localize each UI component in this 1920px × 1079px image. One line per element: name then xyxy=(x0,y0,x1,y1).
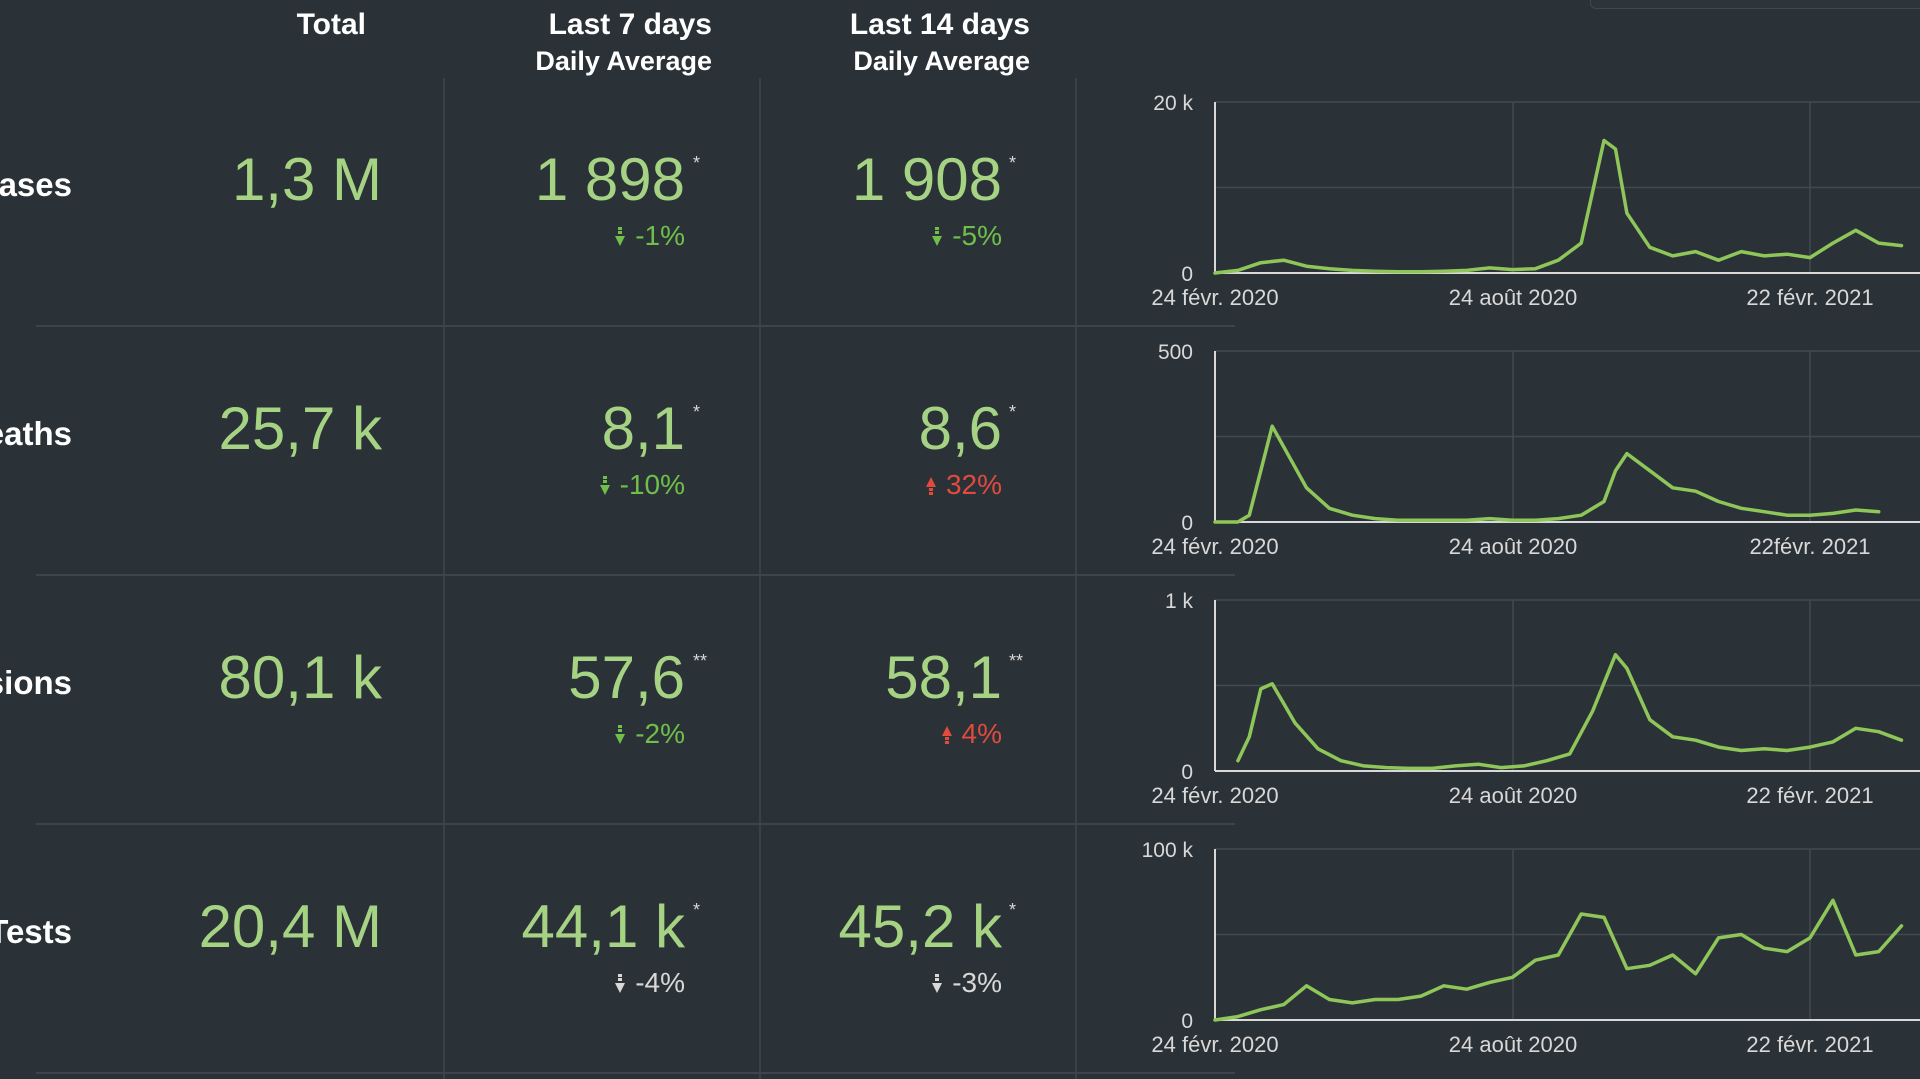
y-tick-label: 0 xyxy=(1181,263,1193,286)
change7-text: -4% xyxy=(635,967,685,998)
admissions-trend-chart: 0 1 k 24 févr. 2020 24 août 2020 22 févr. 20… xyxy=(1151,590,1920,808)
total-value-admissions: 80,1 k xyxy=(218,644,382,711)
arrow-down-icon xyxy=(932,227,943,246)
arrow-down-icon xyxy=(615,974,626,993)
x-tick-label: 24 août 2020 xyxy=(1449,1032,1577,1057)
header-last7: Last 7 days Daily Average xyxy=(470,6,712,78)
change7-deaths: -10% xyxy=(500,469,685,501)
x-tick-label: 24 août 2020 xyxy=(1449,534,1577,559)
y-tick-label: 0 xyxy=(1181,512,1193,535)
x-tick-label: 22févr. 2021 xyxy=(1749,534,1870,559)
y-tick-label: 100 k xyxy=(1142,839,1194,862)
arrow-down-icon xyxy=(932,974,943,993)
series-line xyxy=(1236,652,1904,771)
row-label-tests: Tests xyxy=(0,913,72,950)
series-line xyxy=(1213,424,1881,524)
change14-tests: -3% xyxy=(840,967,1002,999)
avg14-value-cases: 1 908 xyxy=(851,146,1002,213)
x-tick-label: 24 févr. 2020 xyxy=(1151,534,1278,559)
y-tick-label: 20 k xyxy=(1153,92,1193,115)
total-value-cases: 1,3 M xyxy=(231,146,382,213)
avg14-footnote-mark: * xyxy=(1009,900,1017,920)
avg7-footnote-mark: * xyxy=(693,153,701,173)
change14-text: -3% xyxy=(952,967,1002,998)
change14-deaths: 32% xyxy=(840,469,1002,501)
y-tick-label: 1 k xyxy=(1165,590,1194,613)
header-total: Total xyxy=(230,6,366,44)
arrow-down-icon xyxy=(599,476,610,495)
row-divider xyxy=(36,823,1235,825)
total-value-tests: 20,4 M xyxy=(198,893,382,960)
change14-admissions: 4% xyxy=(840,718,1002,750)
change14-cases: -5% xyxy=(840,220,1002,252)
x-tick-label: 24 août 2020 xyxy=(1449,285,1577,310)
header-total-label: Total xyxy=(296,8,366,41)
avg14-value-deaths: 8,6 xyxy=(918,395,1002,462)
change7-cases: -1% xyxy=(520,220,685,252)
x-tick-label: 24 févr. 2020 xyxy=(1151,783,1278,808)
column-divider xyxy=(1075,78,1077,1079)
deaths-trend-chart: 0 500 24 févr. 2020 24 août 2020 22févr. 202… xyxy=(1151,341,1920,559)
total-value-deaths: 25,7 k xyxy=(218,395,382,462)
arrow-up-icon xyxy=(925,477,936,495)
cases-trend-chart: 0 20 k 24 févr. 2020 24 août 2020 22 févr. 2… xyxy=(1151,92,1920,310)
tests-trend-chart: 0 100 k 24 févr. 2020 24 août 2020 22 févr. … xyxy=(1142,839,1920,1057)
avg14-footnote-mark: * xyxy=(1009,153,1017,173)
header-last14: Last 14 days Daily Average xyxy=(790,6,1030,78)
change7-text: -2% xyxy=(635,718,685,749)
top-panel-edge xyxy=(1590,0,1920,9)
arrow-down-icon xyxy=(615,227,626,246)
header-last7-line1: Last 7 days xyxy=(548,8,712,41)
x-tick-label: 24 août 2020 xyxy=(1449,783,1577,808)
header-last7-line2: Daily Average xyxy=(535,46,712,76)
x-tick-label: 22 févr. 2021 xyxy=(1746,1032,1873,1057)
column-divider xyxy=(443,78,445,1079)
change7-text: -1% xyxy=(635,220,685,251)
y-tick-label: 0 xyxy=(1181,1010,1193,1033)
change14-text: 4% xyxy=(961,718,1002,749)
avg14-footnote-mark: * xyxy=(1009,402,1017,422)
x-tick-label: 24 févr. 2020 xyxy=(1151,285,1278,310)
avg7-value-admissions: 57,6 xyxy=(568,644,685,711)
arrow-up-icon xyxy=(941,726,952,744)
header-last14-line1: Last 14 days xyxy=(849,8,1030,41)
change7-tests: -4% xyxy=(520,967,685,999)
avg7-footnote-mark: * xyxy=(693,402,701,422)
avg14-footnote-mark: ** xyxy=(1009,651,1024,671)
avg7-value-tests: 44,1 k xyxy=(521,893,685,960)
row-divider xyxy=(36,325,1235,327)
y-tick-label: 500 xyxy=(1158,341,1193,364)
x-tick-label: 22 févr. 2021 xyxy=(1746,285,1873,310)
avg7-value-cases: 1 898 xyxy=(534,146,685,213)
avg14-value-admissions: 58,1 xyxy=(885,644,1002,711)
row-label-cases: Cases xyxy=(0,166,72,203)
x-tick-label: 24 févr. 2020 xyxy=(1151,1032,1278,1057)
y-tick-label: 0 xyxy=(1181,761,1193,784)
row-label-deaths: Deaths xyxy=(0,415,72,452)
change14-text: -5% xyxy=(952,220,1002,251)
header-last14-line2: Daily Average xyxy=(853,46,1030,76)
change14-text: 32% xyxy=(945,469,1002,500)
avg7-footnote-mark: * xyxy=(693,900,701,920)
x-tick-label: 22 févr. 2021 xyxy=(1746,783,1873,808)
row-label-admissions: Admissions xyxy=(0,664,72,701)
column-divider xyxy=(759,78,761,1079)
avg7-footnote-mark: ** xyxy=(693,651,708,671)
row-divider xyxy=(36,1072,1235,1074)
row-divider xyxy=(36,574,1235,576)
series-line xyxy=(1213,898,1904,1022)
arrow-down-icon xyxy=(615,725,626,744)
change7-text: -10% xyxy=(619,469,685,500)
change7-admissions: -2% xyxy=(520,718,685,750)
avg14-value-tests: 45,2 k xyxy=(838,893,1002,960)
avg7-value-deaths: 8,1 xyxy=(601,395,685,462)
series-line xyxy=(1213,138,1904,275)
